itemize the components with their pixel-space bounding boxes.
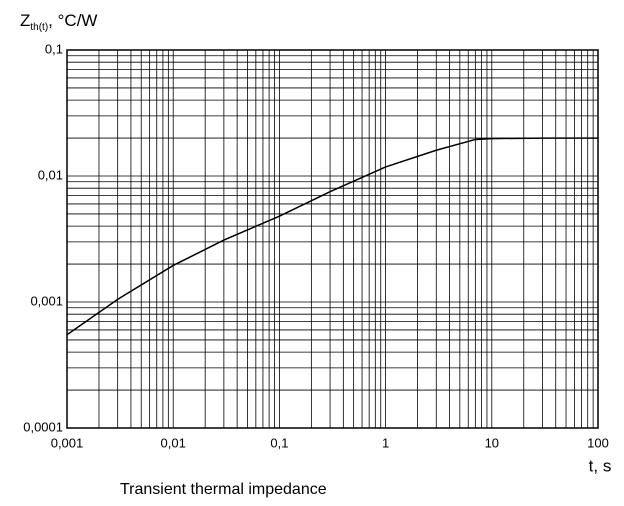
y-tick-label: 0,01 xyxy=(38,167,63,182)
y-axis-label: Zth(t), °C/W xyxy=(20,11,97,32)
plot-frame xyxy=(66,49,599,429)
x-tick-label: 0,01 xyxy=(161,435,186,450)
y-tick-label: 0,0001 xyxy=(23,419,63,434)
y-label-main: Z xyxy=(20,11,30,30)
y-tick-label: 0,001 xyxy=(30,293,63,308)
x-tick-label: 1 xyxy=(382,435,389,450)
x-tick-label: 0,1 xyxy=(270,435,288,450)
x-tick-label: 10 xyxy=(485,435,499,450)
x-axis-label: t, s xyxy=(589,456,612,475)
caption: Transient thermal impedance xyxy=(120,481,327,498)
y-label-unit: , °C/W xyxy=(48,11,97,30)
x-tick-label: 100 xyxy=(587,435,609,450)
y-label-sub: th(t) xyxy=(30,22,48,33)
x-tick-label: 0,001 xyxy=(51,435,84,450)
line-series xyxy=(66,137,598,336)
y-tick-label: 0,1 xyxy=(45,41,63,56)
